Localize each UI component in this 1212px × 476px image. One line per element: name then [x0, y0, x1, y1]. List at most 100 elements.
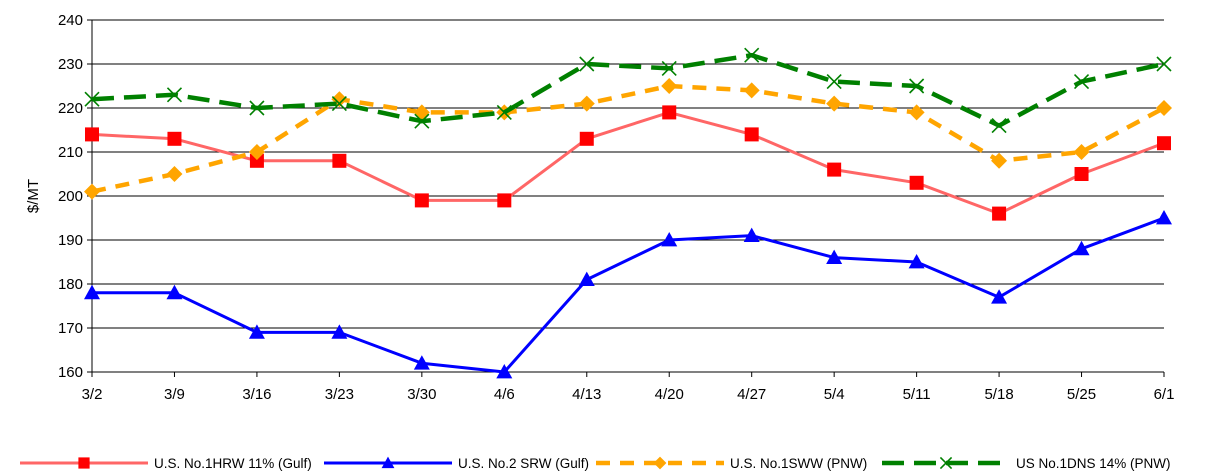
data-point-3-12 — [991, 152, 1008, 169]
data-point-2-8 — [661, 232, 678, 247]
y-tick-label: 190 — [58, 232, 83, 249]
y-tick-label: 200 — [58, 188, 83, 205]
data-point-4-6 — [496, 104, 512, 120]
data-point-1-10 — [827, 162, 842, 177]
series-group — [84, 47, 1172, 379]
data-point-4-6-stroke-b — [496, 104, 512, 120]
x-tick-label: 3/23 — [325, 386, 354, 403]
data-point-4-10-stroke-b — [826, 74, 842, 90]
legend-entry-2: U.S. No.2 SRW (Gulf) — [324, 456, 589, 471]
legend-label-3: U.S. No.1SWW (PNW) — [730, 456, 867, 471]
y-tick-label: 160 — [58, 364, 83, 381]
data-point-2-14 — [1156, 210, 1172, 225]
series-1 — [85, 105, 1171, 221]
series-line-3 — [91, 83, 1166, 194]
data-point-1-7 — [579, 131, 594, 146]
y-axis-ticks: 160 170 180 190 200 210 220 230 240 — [58, 12, 92, 381]
data-point-4-7 — [579, 56, 595, 72]
series-line-2 — [92, 216, 1165, 374]
data-point-4-10 — [826, 74, 842, 90]
series-3 — [84, 78, 1172, 200]
data-point-4-14 — [1156, 56, 1172, 72]
data-point-2-2 — [166, 284, 183, 300]
x-tick-label: 3/16 — [242, 386, 271, 403]
data-point-4-3 — [249, 100, 265, 116]
data-point-4-12-stroke-b — [991, 118, 1007, 134]
data-point-4-4 — [331, 96, 347, 112]
data-point-4-11 — [909, 78, 925, 94]
x-tick-label: 3/9 — [164, 386, 185, 403]
x-tick-label: 4/13 — [572, 386, 601, 403]
y-tick-label: 170 — [58, 320, 83, 337]
legend-entry-1: U.S. No.1HRW 11% (Gulf) — [20, 456, 312, 471]
data-point-4-1-stroke-b — [84, 91, 100, 107]
data-point-4-11-stroke-b — [909, 78, 925, 94]
data-point-2-12 — [991, 289, 1008, 304]
data-point-1-6 — [497, 193, 512, 208]
x-tick-label: 3/30 — [407, 386, 436, 403]
data-point-4-8 — [661, 60, 677, 76]
legend-label-1: U.S. No.1HRW 11% (Gulf) — [154, 456, 312, 471]
data-point-4-5 — [414, 113, 430, 129]
data-point-4-8-stroke-b — [661, 60, 677, 76]
legend-label-4: US No.1DNS 14% (PNW) — [1016, 456, 1171, 471]
x-tick-label: 3/2 — [82, 386, 103, 403]
data-point-1-11 — [909, 175, 924, 190]
data-point-3-7 — [578, 95, 595, 112]
data-point-3-13 — [1073, 144, 1090, 160]
data-point-1-3 — [249, 153, 264, 168]
data-point-2-10 — [826, 249, 843, 264]
y-tick-label: 240 — [58, 12, 83, 29]
x-tick-label: 5/11 — [903, 386, 931, 403]
data-point-2-3 — [248, 324, 265, 339]
legend: U.S. No.1HRW 11% (Gulf) U.S. No.2 SRW (Gu… — [20, 456, 1171, 471]
legend-marker-2 — [381, 456, 395, 469]
data-point-2-11 — [908, 254, 925, 269]
data-point-1-1 — [85, 127, 99, 142]
x-tick-label: 4/20 — [655, 386, 684, 403]
data-point-4-14-stroke-b — [1156, 56, 1172, 72]
data-point-1-14 — [1157, 136, 1171, 151]
data-point-4-12 — [991, 118, 1007, 134]
series-line-4 — [91, 52, 1165, 128]
data-point-4-4-stroke-b — [331, 96, 347, 112]
data-point-3-3 — [248, 144, 265, 160]
legend-entry-3: U.S. No.1SWW (PNW) — [596, 456, 867, 471]
x-tick-label: 6/1 — [1154, 386, 1175, 403]
data-point-4-3-stroke-b — [249, 100, 265, 116]
data-point-3-1 — [84, 183, 100, 200]
legend-marker-3 — [653, 456, 667, 470]
data-point-2-9 — [743, 227, 760, 242]
x-tick-label: 4/6 — [494, 386, 515, 403]
data-point-1-13 — [1074, 167, 1089, 181]
data-point-2-5 — [413, 355, 430, 370]
data-point-4-13-stroke-b — [1073, 74, 1090, 90]
data-point-3-2 — [166, 166, 183, 182]
x-tick-label: 5/4 — [824, 386, 845, 403]
y-axis-label: $/MT — [25, 179, 42, 213]
x-tick-label: 5/18 — [984, 386, 1013, 403]
data-point-3-9 — [743, 82, 760, 99]
data-point-4-9 — [744, 47, 760, 63]
gridlines — [92, 19, 1164, 373]
data-point-4-2-stroke-b — [166, 87, 183, 103]
data-point-4-5-stroke-b — [414, 113, 430, 129]
series-line-1 — [91, 110, 1165, 216]
series-2 — [84, 210, 1172, 379]
data-point-1-5 — [414, 193, 429, 208]
y-tick-label: 220 — [58, 100, 83, 117]
data-point-1-8 — [662, 105, 677, 120]
legend-entry-4: US No.1DNS 14% (PNW) — [882, 456, 1171, 471]
legend-marker-4-stroke-b — [939, 456, 953, 470]
y-tick-label: 230 — [58, 56, 83, 73]
data-point-2-6 — [496, 364, 513, 379]
data-point-4-7-stroke-b — [579, 56, 595, 72]
data-point-2-13 — [1073, 240, 1090, 256]
data-point-1-4 — [332, 153, 347, 168]
data-point-3-8 — [661, 78, 678, 94]
data-point-1-12 — [992, 206, 1007, 221]
data-point-2-1 — [84, 284, 100, 300]
data-point-4-2 — [166, 87, 183, 103]
data-point-3-10 — [826, 95, 843, 112]
y-tick-label: 210 — [58, 144, 83, 161]
